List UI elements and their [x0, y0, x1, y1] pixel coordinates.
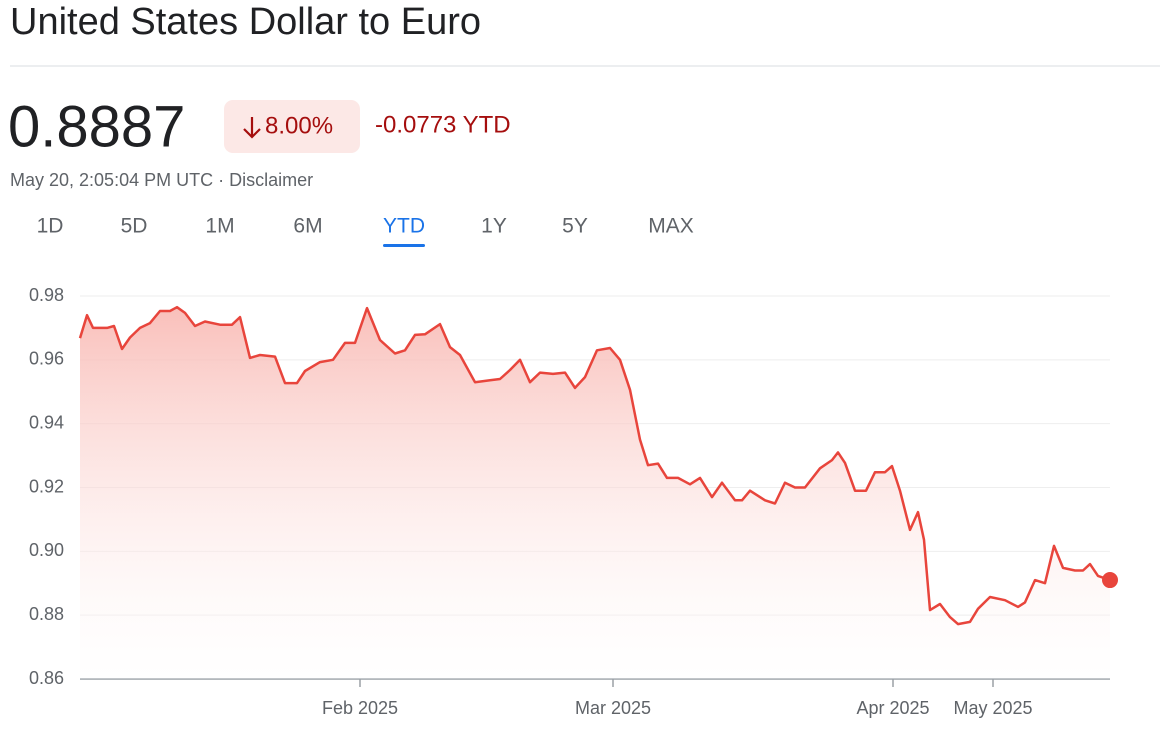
- range-tab[interactable]: 1D: [37, 215, 64, 238]
- line: [78, 305, 1111, 626]
- range-tab[interactable]: 5D: [121, 215, 148, 238]
- y-tick-label: 0.94: [29, 412, 64, 432]
- y-tick-label: 0.96: [29, 349, 64, 369]
- down-arrow: [243, 117, 261, 139]
- change-ytd: -0.0773 YTD: [375, 111, 511, 138]
- price: 0.8887: [8, 94, 185, 159]
- y-tick-label: 0.98: [29, 285, 64, 305]
- change-badge: [224, 100, 360, 153]
- range-tab[interactable]: 6M: [293, 215, 322, 238]
- range-tab[interactable]: 1Y: [481, 215, 507, 238]
- x-tick-label: Apr 2025: [856, 698, 929, 718]
- y-tick-label: 0.90: [29, 540, 64, 560]
- timestamp: May 20, 2:05:04 PM UTC · Disclaimer: [10, 170, 313, 190]
- tab-underline: [383, 244, 425, 247]
- y-tick-label: 0.88: [29, 604, 64, 624]
- range-tab[interactable]: MAX: [648, 215, 694, 238]
- range-tab[interactable]: 1M: [205, 215, 234, 238]
- area: [80, 307, 1110, 679]
- x-tick-label: May 2025: [953, 698, 1032, 718]
- last-point: [1102, 572, 1118, 589]
- range-tab[interactable]: YTD: [383, 215, 425, 238]
- change-percent: 8.00%: [265, 112, 333, 139]
- x-tick-label: Mar 2025: [575, 698, 651, 718]
- title: United States Dollar to Euro: [10, 1, 481, 43]
- y-tick-label: 0.86: [29, 668, 64, 688]
- y-tick-label: 0.92: [29, 476, 64, 496]
- x-tick-label: Feb 2025: [322, 698, 398, 718]
- range-tab[interactable]: 5Y: [562, 215, 588, 238]
